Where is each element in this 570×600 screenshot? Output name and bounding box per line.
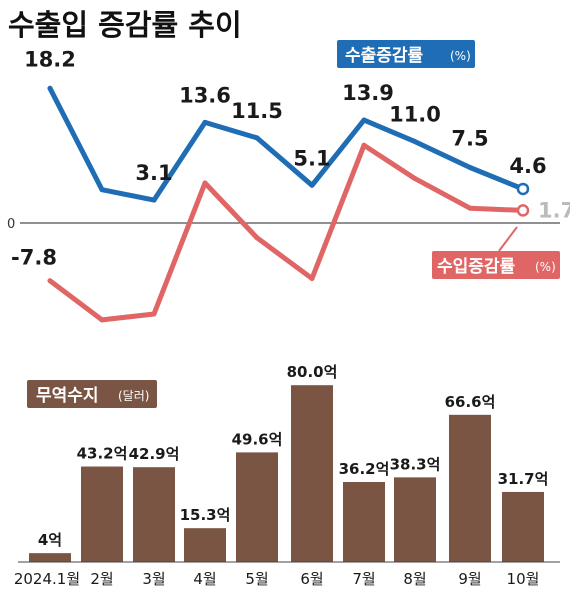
trade-bars: 4억 43.2억 42.9억 15.3억 49.6억 80.0억 36.2억 38.3억 66.…: [29, 363, 548, 562]
import-point: [202, 180, 208, 186]
trade-bar: [133, 467, 175, 562]
trade-bar: [394, 477, 436, 562]
export-data-label: 4.6: [509, 154, 546, 178]
export-line: [47, 85, 526, 203]
trade-bar: [81, 466, 123, 562]
import-data-label: 1.7: [538, 198, 570, 222]
import-legend: 수입증감률 (%): [432, 226, 560, 279]
trade-bar-label: 66.6억: [445, 393, 496, 411]
trade-bar: [291, 385, 333, 562]
import-point: [412, 176, 418, 182]
import-point: [309, 276, 315, 281]
trade-bar-label: 49.6억: [232, 430, 283, 448]
x-tick-label: 7월: [352, 570, 375, 588]
chart-title: 수출입 증감률 추이: [8, 8, 242, 42]
import-point: [467, 205, 473, 211]
trade-bar-label: 36.2억: [339, 460, 390, 478]
trade-bar-label: 42.9억: [129, 445, 180, 463]
trade-legend-box: [27, 380, 157, 408]
trade-legend: 무역수지 (달러): [27, 380, 157, 408]
export-data-label: 5.1: [293, 146, 330, 170]
trade-bar: [343, 481, 385, 562]
import-point: [151, 311, 157, 317]
export-point: [47, 85, 53, 91]
import-series: [47, 142, 530, 323]
trade-bar-label: 43.2억: [77, 445, 128, 463]
export-data-label: 7.5: [451, 127, 488, 151]
import-legend-pointer: [498, 226, 518, 252]
trade-bar: [29, 553, 71, 562]
x-tick-label: 6월: [300, 570, 323, 588]
x-tick-label: 3월: [142, 570, 165, 588]
export-point: [516, 182, 530, 196]
zero-tick-label: 0: [7, 217, 15, 232]
import-point: [254, 235, 260, 241]
export-point: [361, 117, 367, 123]
export-point: [467, 165, 473, 170]
import-legend-box: [432, 251, 560, 279]
import-point: [361, 142, 367, 148]
trade-legend-label: 무역수지: [36, 386, 99, 406]
import-legend-label: 수입증감률: [437, 257, 516, 277]
x-axis-ticks: 2024.1월 2월 3월 4월 5월 6월 7월 8월 9월 10월: [14, 570, 540, 588]
trade-legend-unit: (달러): [118, 389, 149, 403]
line-data-labels: 18.2 3.1 13.611.5 5.1 13.911.0 7.5 4.6 -7.8 1.7: [11, 47, 570, 269]
export-data-label: 13.6: [179, 83, 231, 107]
export-point: [412, 139, 418, 145]
x-tick-label: 2024.1월: [14, 570, 80, 588]
export-data-label: 11.0: [389, 103, 441, 127]
trade-bar-label: 4억: [38, 531, 62, 549]
export-point: [254, 135, 260, 141]
import-point: [516, 204, 530, 217]
import-line: [47, 142, 526, 323]
export-legend-label: 수출증감률: [345, 46, 424, 66]
export-point: [202, 119, 208, 125]
export-data-label: 13.9: [342, 81, 394, 105]
export-legend: 수출증감률 (%): [337, 40, 475, 68]
trade-bar-label: 15.3억: [180, 506, 231, 524]
export-series: [47, 85, 530, 203]
export-legend-box: [337, 40, 475, 68]
import-point: [47, 278, 53, 284]
trade-bar: [236, 452, 278, 562]
trade-bar-label: 38.3억: [390, 455, 441, 473]
export-data-label: 11.5: [231, 99, 283, 123]
export-point: [309, 182, 315, 188]
trade-bar-label: 80.0억: [287, 363, 338, 381]
trade-bar-label: 31.7억: [498, 470, 549, 488]
import-legend-unit: (%): [535, 260, 556, 274]
x-tick-label: 2월: [90, 570, 113, 588]
import-point: [99, 317, 105, 323]
import-data-label: -7.8: [11, 246, 57, 270]
export-legend-unit: (%): [450, 49, 471, 63]
x-tick-label: 10월: [507, 570, 540, 588]
trade-bar: [449, 414, 491, 562]
trade-bar: [502, 491, 544, 562]
export-data-label: 3.1: [135, 161, 172, 185]
x-tick-label: 8월: [403, 570, 426, 588]
export-point: [99, 187, 105, 193]
trade-bar: [184, 528, 226, 562]
x-tick-label: 4월: [193, 570, 216, 588]
export-data-label: 18.2: [24, 47, 76, 71]
export-point: [151, 197, 157, 203]
x-tick-label: 5월: [245, 570, 268, 588]
x-tick-label: 9월: [458, 570, 481, 588]
